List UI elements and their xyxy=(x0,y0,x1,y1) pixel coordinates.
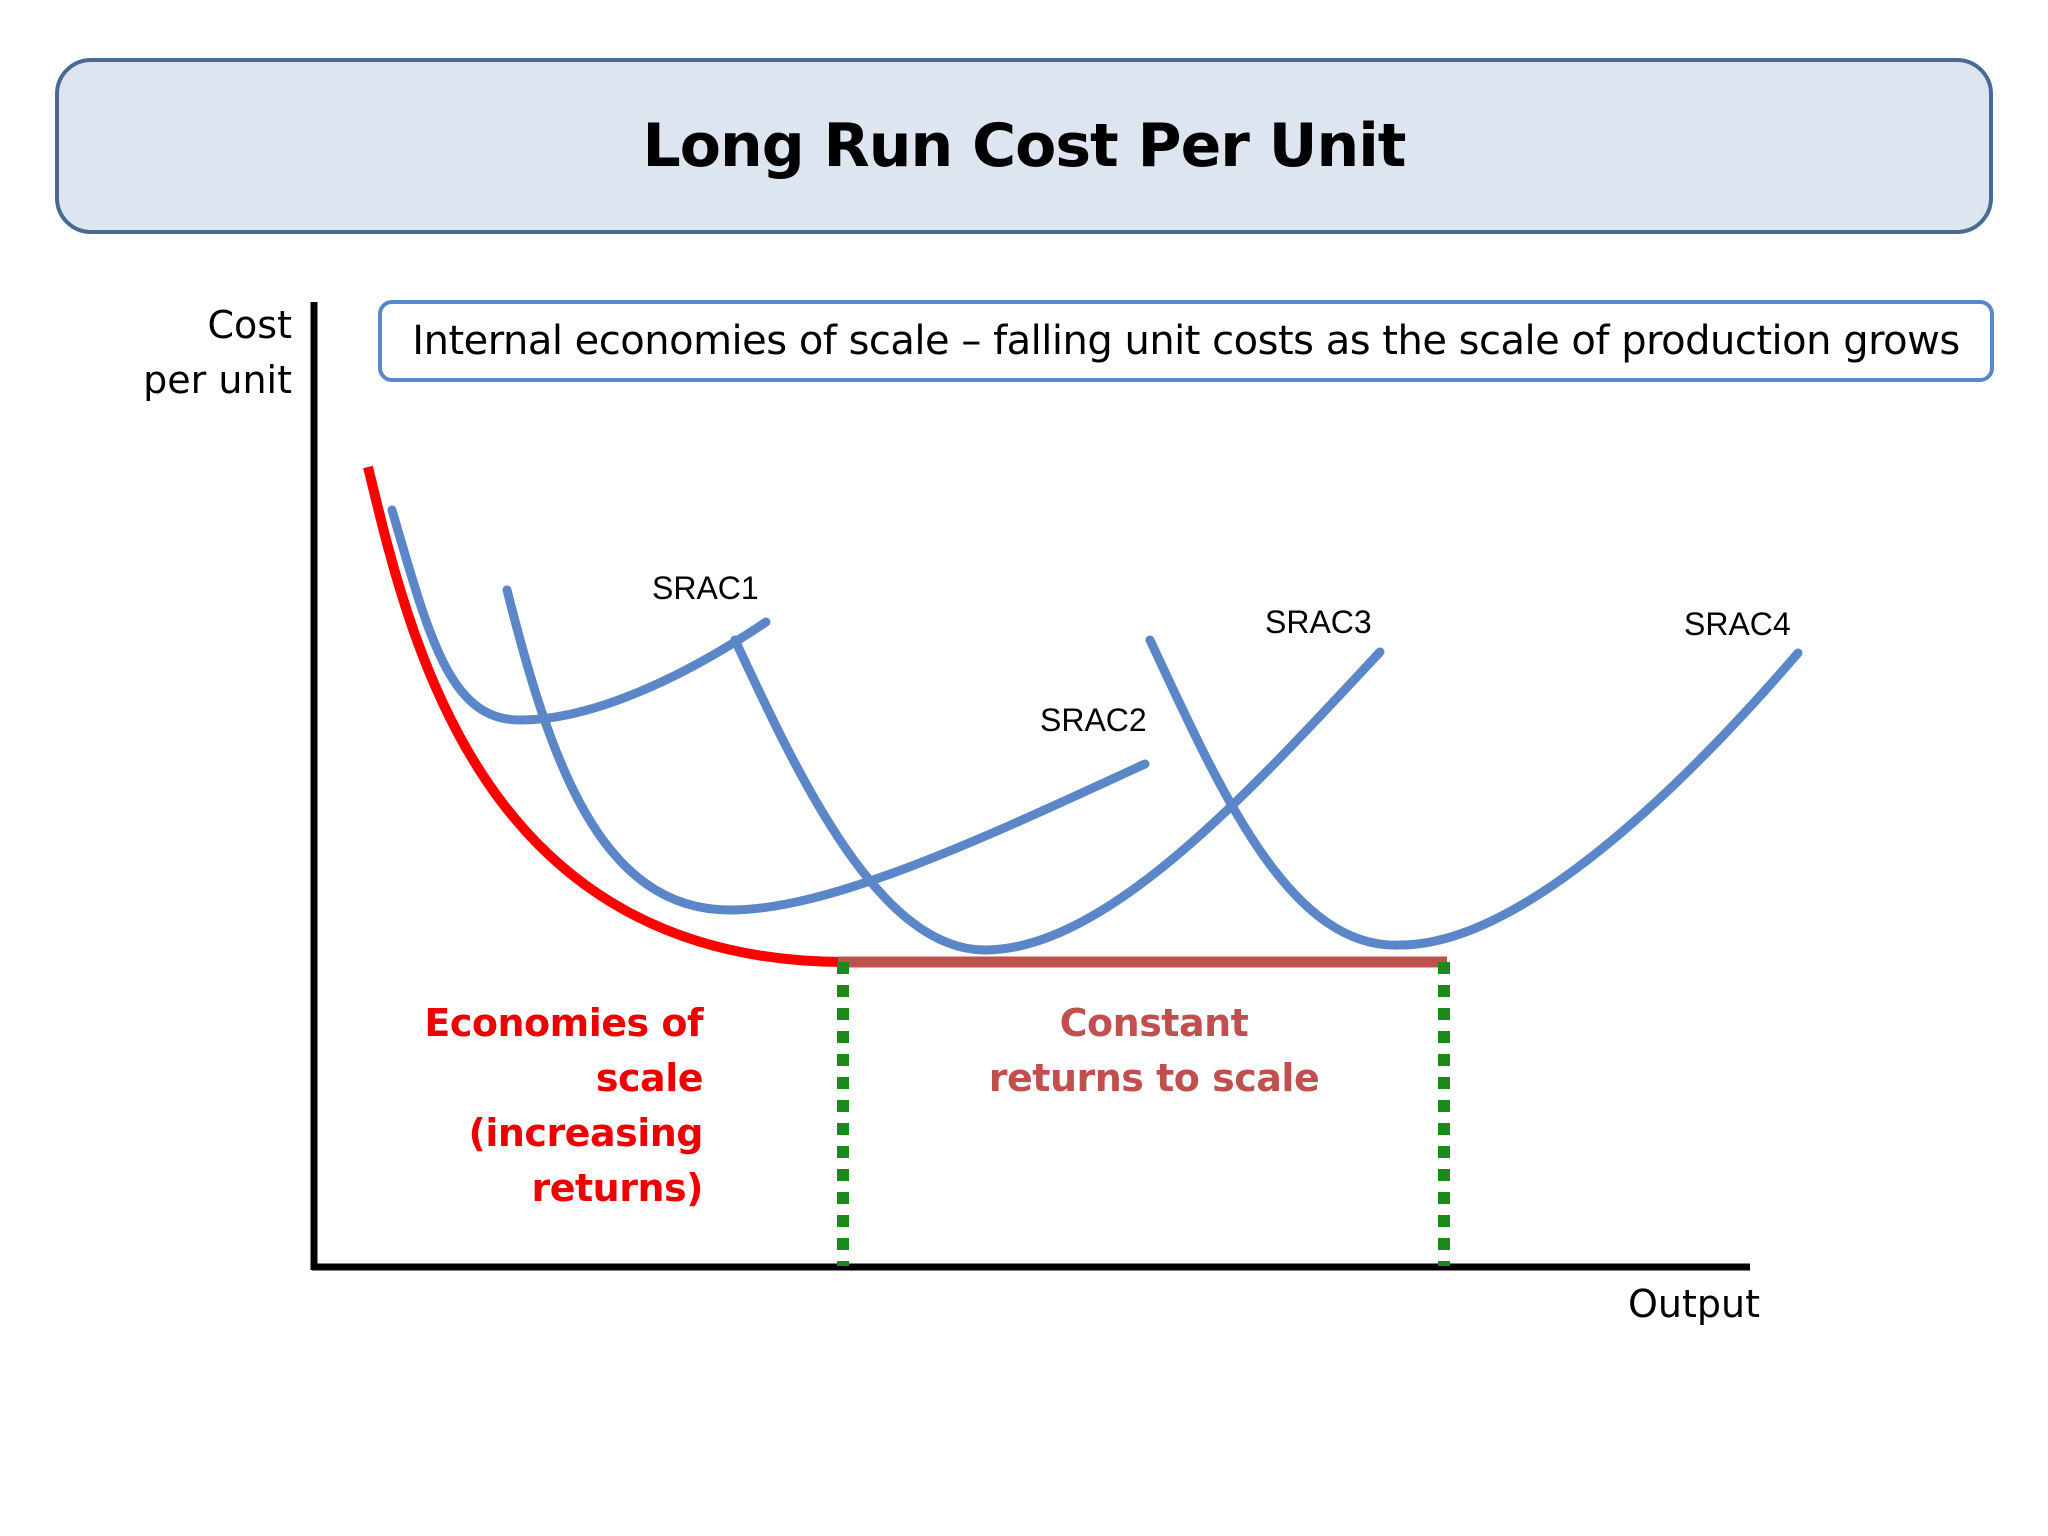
y-axis-label-line-1: Cost xyxy=(207,303,292,347)
srac1-label: SRAC1 xyxy=(652,570,759,606)
srac3-label: SRAC3 xyxy=(1265,604,1372,640)
srac2-label: SRAC2 xyxy=(1040,702,1147,738)
srac3-curve xyxy=(730,635,1385,955)
lrac-economies-curve xyxy=(363,465,843,967)
y-axis-label: Cost per unit xyxy=(143,298,292,408)
title-banner: Long Run Cost Per Unit xyxy=(55,58,1993,234)
x-axis-label: Output xyxy=(1628,1282,1760,1326)
srac4-curve xyxy=(1145,635,1803,950)
crs-label-line-1: Constant xyxy=(1059,1001,1249,1045)
srac4-label: SRAC4 xyxy=(1684,606,1791,642)
constant-returns-label: Constant returns to scale xyxy=(988,996,1320,1106)
eos-label-line-4: returns) xyxy=(531,1166,703,1210)
srac1-curve xyxy=(387,505,771,725)
y-axis-label-line-2: per unit xyxy=(143,358,292,402)
eos-label-line-1: Economies of xyxy=(424,1001,703,1045)
crs-label-line-2: returns to scale xyxy=(988,1056,1320,1100)
eos-label-line-2: scale xyxy=(595,1056,704,1100)
subtitle-text: Internal economies of scale – falling un… xyxy=(412,318,1960,364)
page-title: Long Run Cost Per Unit xyxy=(642,111,1407,181)
subtitle-box: Internal economies of scale – falling un… xyxy=(378,300,1994,382)
eos-label-line-3: (increasing xyxy=(468,1111,703,1155)
srac2-curve xyxy=(502,585,1150,915)
economies-of-scale-label: Economies of scale (increasing returns) xyxy=(424,996,703,1216)
